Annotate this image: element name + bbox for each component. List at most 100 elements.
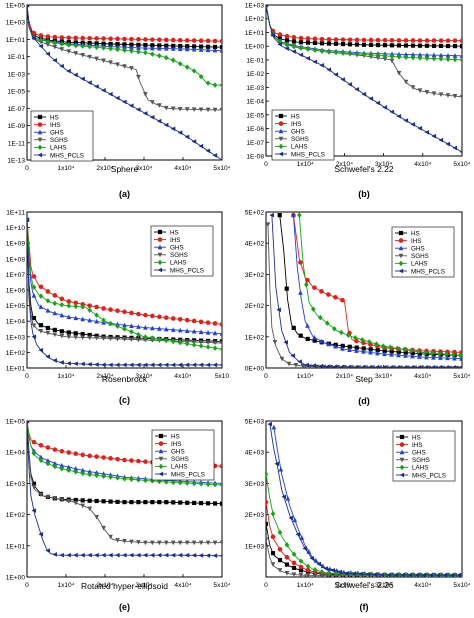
x-tick-label: 2x10⁴ bbox=[336, 582, 353, 589]
data-point-lahs bbox=[284, 542, 290, 548]
data-point-lahs bbox=[298, 558, 304, 564]
legend-marker bbox=[278, 113, 284, 119]
data-point-hs bbox=[59, 329, 64, 334]
legend-label: SGHS bbox=[291, 136, 309, 143]
y-tick-label: 3E+03 bbox=[245, 481, 265, 488]
data-point-sghs bbox=[305, 573, 311, 577]
x-axis-label: Schwefel's 2.22 bbox=[334, 164, 394, 174]
data-point-ihs bbox=[101, 455, 106, 460]
data-point-hs bbox=[431, 43, 437, 48]
data-point-lahs bbox=[101, 473, 106, 479]
data-point-mhs-pcls bbox=[135, 552, 141, 558]
data-point-mhs-pcls bbox=[52, 552, 57, 557]
data-point-ghs bbox=[198, 47, 204, 52]
legend-label: GHS bbox=[50, 130, 64, 137]
data-point-hs bbox=[101, 499, 106, 504]
data-point-mhs-pcls bbox=[191, 362, 197, 368]
data-point-hs bbox=[205, 501, 211, 506]
data-point-mhs-pcls bbox=[149, 362, 155, 368]
data-point-mhs-pcls bbox=[333, 72, 339, 77]
legend-marker bbox=[157, 267, 163, 273]
data-point-mhs-pcls bbox=[101, 88, 106, 93]
data-point-mhs-pcls bbox=[219, 554, 222, 558]
legend-label: LAHS bbox=[50, 145, 66, 152]
y-tick-label: 1E+09 bbox=[6, 241, 26, 248]
data-point-mhs-pcls bbox=[431, 133, 437, 139]
data-point-lahs bbox=[326, 570, 332, 576]
y-tick-label: 2E+02 bbox=[245, 303, 265, 310]
data-point-mhs-pcls bbox=[59, 360, 64, 365]
data-point-ghs bbox=[382, 351, 387, 357]
data-point-ghs bbox=[191, 46, 197, 52]
data-point-lahs bbox=[205, 344, 211, 350]
data-point-ihs bbox=[326, 37, 332, 42]
data-point-lahs bbox=[416, 348, 421, 355]
x-tick-label: 0 bbox=[264, 161, 268, 168]
data-point-hs bbox=[150, 500, 155, 505]
series-layer bbox=[266, 212, 462, 368]
data-point-sghs bbox=[94, 56, 99, 62]
data-point-hs bbox=[136, 42, 141, 47]
legend-label: LAHS bbox=[412, 465, 428, 472]
data-point-sghs bbox=[45, 494, 51, 500]
data-point-ihs bbox=[94, 454, 99, 459]
legend-label: HS bbox=[411, 230, 420, 237]
data-point-ghs bbox=[66, 464, 72, 470]
data-point-ihs bbox=[382, 37, 388, 43]
data-point-mhs-pcls bbox=[360, 364, 365, 368]
data-point-mhs-pcls bbox=[94, 362, 99, 367]
data-point-ghs bbox=[80, 467, 86, 473]
data-point-sghs bbox=[108, 336, 113, 342]
data-point-mhs-pcls bbox=[456, 572, 462, 577]
data-point-lahs bbox=[170, 338, 176, 345]
data-point-ihs bbox=[198, 38, 204, 44]
y-tick-label: 1E-09 bbox=[7, 123, 25, 130]
data-point-mhs-pcls bbox=[177, 362, 183, 368]
legend-label: IHS bbox=[50, 122, 61, 129]
data-point-sghs bbox=[286, 361, 292, 367]
data-point-mhs-pcls bbox=[198, 143, 204, 149]
data-point-ghs bbox=[417, 354, 422, 359]
data-point-hs bbox=[38, 323, 44, 328]
data-point-ghs bbox=[438, 52, 444, 58]
data-point-lahs bbox=[291, 551, 297, 557]
x-axis-label: Schwefel's 2.26 bbox=[334, 580, 394, 590]
legend-marker bbox=[158, 456, 164, 462]
data-point-hs bbox=[52, 327, 57, 332]
legend-marker bbox=[398, 230, 404, 236]
data-point-hs bbox=[333, 41, 339, 46]
data-point-lahs bbox=[101, 45, 106, 51]
data-point-lahs bbox=[184, 64, 190, 70]
data-point-lahs bbox=[311, 306, 316, 312]
data-point-sghs bbox=[143, 337, 148, 343]
data-point-mhs-pcls bbox=[27, 5, 30, 8]
legend-label: MHS_PCLS bbox=[291, 151, 325, 158]
y-tick-label: 1E-07 bbox=[246, 140, 264, 147]
data-point-ihs bbox=[150, 37, 155, 42]
data-point-ghs bbox=[87, 317, 92, 323]
data-point-sghs bbox=[298, 572, 304, 577]
data-point-ihs bbox=[354, 37, 360, 43]
data-point-ghs bbox=[129, 44, 134, 50]
data-point-ihs bbox=[108, 36, 113, 42]
y-tick-label: 1E+08 bbox=[6, 256, 26, 263]
data-point-hs bbox=[298, 568, 304, 573]
data-point-ihs bbox=[191, 38, 197, 43]
series-line-mhs-pcls bbox=[27, 5, 222, 160]
data-point-lahs bbox=[459, 57, 462, 63]
data-point-sghs bbox=[396, 71, 402, 76]
data-point-lahs bbox=[108, 320, 113, 327]
data-point-mhs-pcls bbox=[108, 362, 113, 368]
series-line-sghs bbox=[27, 5, 222, 111]
y-tick-label: 1E+11 bbox=[6, 210, 25, 217]
y-tick-label: 1E+06 bbox=[6, 288, 26, 295]
data-point-mhs-pcls bbox=[396, 113, 402, 119]
data-point-hs bbox=[326, 41, 332, 46]
data-point-lahs bbox=[38, 457, 44, 463]
data-point-mhs-pcls bbox=[298, 52, 304, 58]
data-point-ghs bbox=[122, 44, 127, 50]
data-point-mhs-pcls bbox=[128, 552, 134, 558]
data-point-lahs bbox=[101, 317, 106, 323]
panel-label: (c) bbox=[119, 395, 130, 405]
data-point-sghs bbox=[136, 540, 141, 545]
